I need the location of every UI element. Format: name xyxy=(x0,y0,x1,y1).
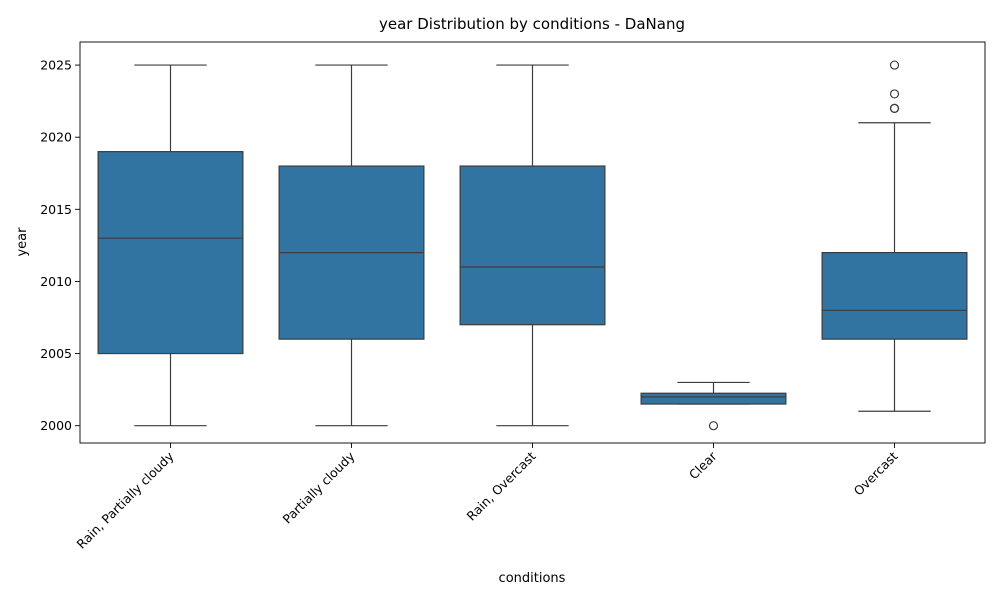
x-tick-label: Partially cloudy xyxy=(280,448,358,526)
box-group xyxy=(97,64,244,427)
y-axis-label: year xyxy=(15,227,30,257)
outlier-point xyxy=(708,421,719,431)
outlier-point xyxy=(889,60,900,70)
outlier-point xyxy=(889,89,900,99)
iqr-box xyxy=(821,251,968,340)
y-axis: 2000 2005 2010 2015 2020 2025 xyxy=(40,58,80,433)
outlier-point xyxy=(889,103,900,113)
x-axis: Rain, Partially cloudy Partially cloudy Ra… xyxy=(74,443,901,552)
box-group xyxy=(640,381,787,431)
y-tick-label: 2010 xyxy=(40,274,72,289)
x-axis-label: conditions xyxy=(499,571,566,586)
x-tick-label: Rain, Partially cloudy xyxy=(74,448,178,552)
chart-title: year Distribution by conditions - DaNang xyxy=(379,15,685,33)
x-tick-label: Overcast xyxy=(851,448,901,498)
box-group xyxy=(821,60,968,412)
plot-area xyxy=(97,60,968,431)
x-tick-label: Rain, Overcast xyxy=(464,448,539,523)
y-tick-label: 2020 xyxy=(40,130,72,145)
box-group xyxy=(459,64,606,427)
y-tick-label: 2005 xyxy=(40,346,72,361)
iqr-box xyxy=(97,151,244,355)
y-tick-label: 2025 xyxy=(40,58,72,73)
iqr-box xyxy=(459,165,606,326)
y-tick-label: 2000 xyxy=(40,418,72,433)
box-group xyxy=(278,64,425,427)
iqr-box xyxy=(640,392,787,405)
y-tick-label: 2015 xyxy=(40,202,72,217)
x-tick-label: Clear xyxy=(686,448,720,482)
